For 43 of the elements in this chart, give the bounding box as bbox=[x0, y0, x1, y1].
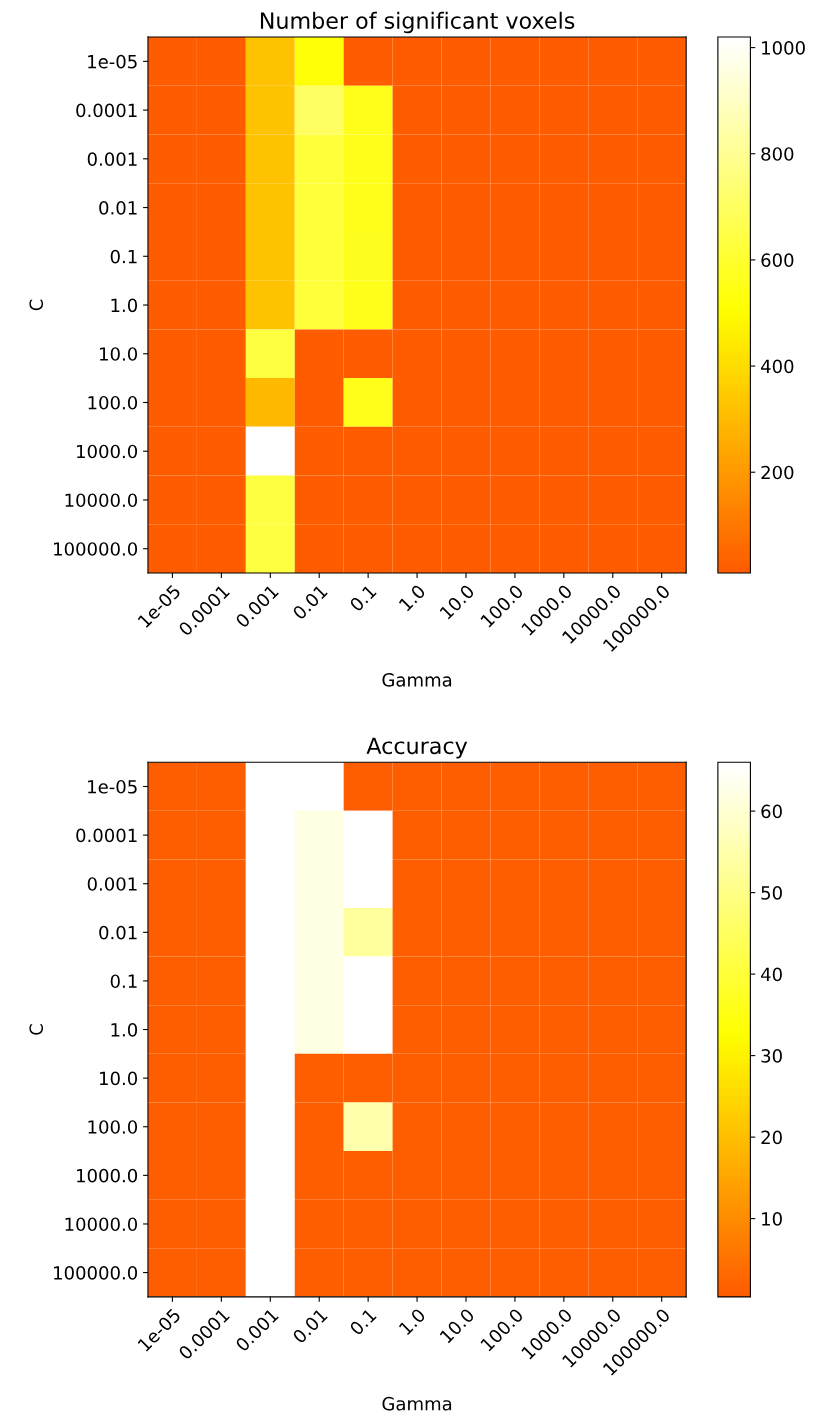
y-tick-label: 1.0 bbox=[111, 1022, 138, 1037]
y-axis-title: C bbox=[29, 1024, 44, 1035]
x-tick-label: 1.0 bbox=[398, 583, 427, 612]
y-tick-label: 100000.0 bbox=[54, 542, 138, 556]
color-bar-label: 50 bbox=[761, 886, 782, 900]
color-bar-label: 200 bbox=[761, 465, 794, 480]
x-tick-label: 0.1 bbox=[348, 584, 377, 613]
y-tick-label: 10000.0 bbox=[65, 493, 138, 508]
y-tick-label: 0.1 bbox=[110, 249, 137, 264]
y-tick-label: 1e-05 bbox=[88, 54, 137, 69]
y-tick-label: 0.0001 bbox=[76, 828, 137, 843]
color-bar-label: 1000 bbox=[762, 41, 805, 55]
color-bar-label: 400 bbox=[761, 359, 794, 374]
y-tick-label: 100000.0 bbox=[54, 1266, 138, 1280]
y-tick-label: 100.0 bbox=[88, 1120, 138, 1134]
y-axis-title: C bbox=[29, 299, 44, 311]
y-tick-label: 0.0001 bbox=[76, 103, 137, 118]
color-bar-label: 10 bbox=[762, 1212, 782, 1226]
y-tick-label: 1000.0 bbox=[77, 444, 138, 459]
color-bar-label: 600 bbox=[761, 253, 794, 268]
y-tick-label: 0.01 bbox=[99, 201, 137, 215]
color-bar-label: 40 bbox=[761, 967, 782, 982]
y-tick-label: 1000.0 bbox=[77, 1168, 138, 1183]
color-bar-label: 60 bbox=[761, 804, 782, 819]
x-axis-title: Gamma bbox=[382, 1396, 452, 1411]
y-tick-label: 0.01 bbox=[99, 925, 137, 940]
y-tick-label: 1.0 bbox=[111, 298, 138, 313]
chart-title: Accuracy bbox=[366, 737, 468, 759]
x-axis-title: Gamma bbox=[382, 673, 452, 687]
y-tick-label: 10.0 bbox=[100, 1071, 138, 1086]
x-tick-label: 0.1 bbox=[348, 1307, 377, 1336]
y-tick-label: 10.0 bbox=[100, 347, 138, 361]
y-tick-label: 100.0 bbox=[88, 395, 138, 410]
y-tick-label: 0.001 bbox=[87, 877, 137, 891]
color-bar-label: 20 bbox=[761, 1130, 782, 1145]
chart-title: Number of significant voxels bbox=[260, 11, 575, 34]
y-tick-label: 10000.0 bbox=[65, 1217, 138, 1232]
color-bar-label: 30 bbox=[761, 1049, 782, 1063]
color-bar-label: 800 bbox=[761, 147, 794, 161]
x-tick-label: 1.0 bbox=[398, 1307, 427, 1336]
y-tick-label: 0.1 bbox=[110, 974, 137, 989]
y-tick-label: 1e-05 bbox=[88, 779, 137, 794]
y-tick-label: 0.001 bbox=[87, 152, 137, 166]
